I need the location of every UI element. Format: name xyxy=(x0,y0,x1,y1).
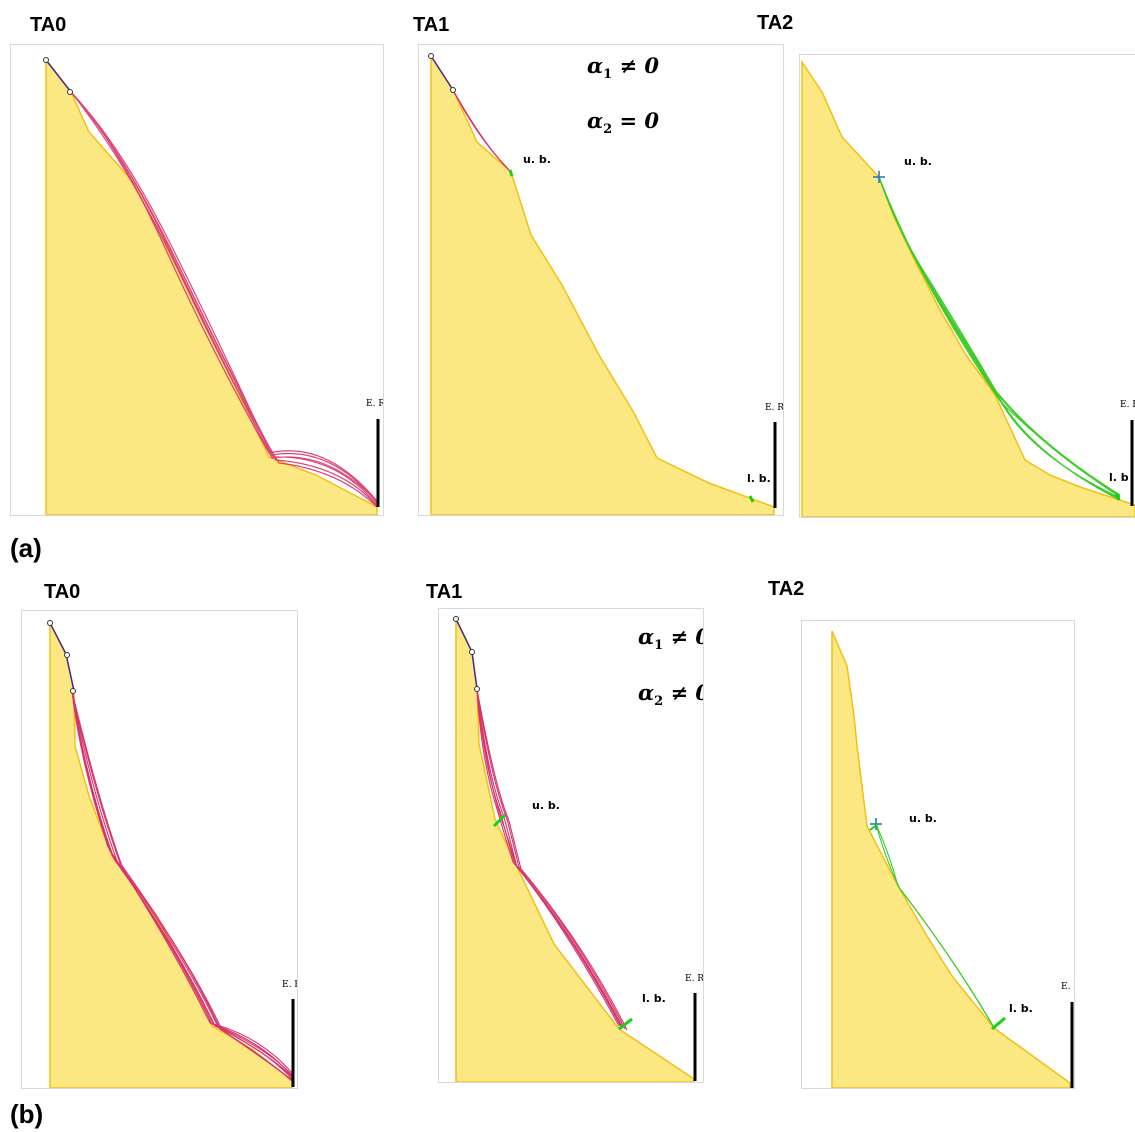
panel-title-b-ta2: TA2 xyxy=(768,578,805,600)
upper-bound-label: u. b. xyxy=(523,153,551,166)
upper-bound-label: u. b. xyxy=(909,812,937,825)
lower-bound-label: l. b. xyxy=(747,472,771,485)
slope-profile-b-ta2 xyxy=(831,630,1074,1088)
er-label: E. R. xyxy=(282,980,297,990)
lower-bound-marker xyxy=(748,495,755,503)
waypoint xyxy=(64,652,70,658)
er-label: E. F xyxy=(1120,400,1135,410)
slope-profile-b-ta0 xyxy=(47,620,295,1088)
slope-profile-a-ta0 xyxy=(43,57,380,515)
waypoint xyxy=(67,89,73,95)
panel-title-b-ta0: TA0 xyxy=(44,581,81,603)
part-label-b: (b) xyxy=(10,1099,44,1129)
rockfall-trajectories xyxy=(70,91,378,508)
waypoint xyxy=(469,649,475,655)
waypoint xyxy=(70,688,76,694)
part-label-a: (a) xyxy=(10,533,42,563)
upper-bound-marker xyxy=(870,818,882,830)
panel-a-ta2: u. b. l. b E. F xyxy=(799,54,1135,518)
upper-bound-marker xyxy=(508,169,514,177)
panel-b-ta0: E. R. xyxy=(21,610,298,1089)
upper-bound-label: u. b. xyxy=(532,799,560,812)
waypoint xyxy=(450,87,456,93)
upper-bound-label: u. b. xyxy=(904,155,932,168)
lower-bound-marker xyxy=(991,1016,1006,1031)
rockfall-trajectories xyxy=(452,89,512,173)
lower-bound-label: l. b. xyxy=(642,992,666,1005)
er-label: E. R. xyxy=(366,399,383,409)
start-point xyxy=(453,616,459,622)
panel-title-a-ta2: TA2 xyxy=(757,12,794,34)
waypoint xyxy=(474,686,480,692)
rockfall-trajectories xyxy=(476,688,628,1031)
panel-a-ta0: E. R. xyxy=(10,44,384,516)
alpha2-equation: α2 ≠ 0 xyxy=(638,680,703,710)
rockfall-trajectories xyxy=(875,823,996,1030)
upper-bound-marker xyxy=(492,813,507,828)
start-point xyxy=(428,53,434,59)
start-path xyxy=(430,55,454,91)
panel-a-ta1: α1 ≠ 0 α2 = 0 u. b. l. b. E. R. xyxy=(418,44,784,516)
alpha1-equation: α1 ≠ 0 xyxy=(587,53,660,83)
er-label: E. R. xyxy=(685,974,704,984)
alpha1-equation: α1 ≠ 0 xyxy=(638,624,703,654)
er-label: E. R. xyxy=(765,403,784,413)
er-label: E. R. xyxy=(1061,982,1074,992)
lower-bound-label: l. b. xyxy=(1009,1002,1033,1015)
alpha2-equation: α2 = 0 xyxy=(587,108,660,138)
panel-b-ta1: α1 ≠ 0 α2 ≠ 0 u. b. l. b. E. R. xyxy=(438,608,704,1083)
lower-bound-label: l. b xyxy=(1109,471,1129,484)
start-path xyxy=(45,59,72,93)
slope-profile-a-ta2 xyxy=(801,59,1135,517)
panel-title-a-ta0: TA0 xyxy=(30,14,67,36)
rockfall-trajectories xyxy=(878,176,1121,501)
slope-profile-a-ta1 xyxy=(428,53,777,515)
start-point xyxy=(47,620,53,626)
start-point xyxy=(43,57,49,63)
panel-title-a-ta1: TA1 xyxy=(413,14,450,36)
upper-bound-marker xyxy=(873,171,885,183)
rockfall-trajectories xyxy=(71,690,293,1082)
panel-b-ta2: u. b. l. b. E. R. xyxy=(801,620,1075,1089)
panel-title-b-ta1: TA1 xyxy=(426,581,463,603)
lower-bound-marker xyxy=(618,1017,633,1031)
lower-bound-marker xyxy=(1114,493,1121,501)
slope-profile-b-ta1 xyxy=(453,616,697,1082)
